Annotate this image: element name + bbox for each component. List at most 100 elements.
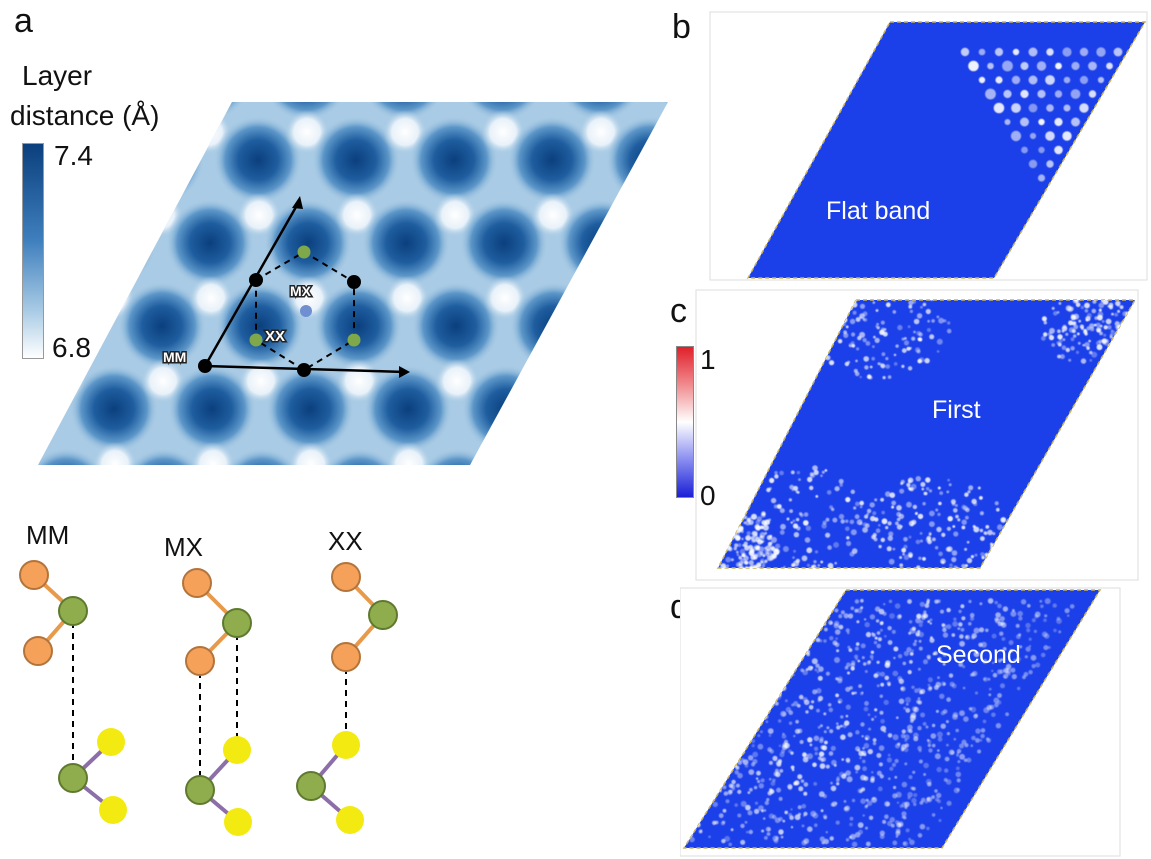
density-dot	[764, 800, 769, 806]
density-dot	[807, 476, 813, 483]
density-dot	[861, 735, 864, 738]
density-dot	[937, 512, 941, 517]
mm-site-marker	[198, 359, 212, 373]
density-dot	[816, 708, 820, 713]
density-dot	[836, 782, 840, 786]
density-dot	[903, 554, 910, 561]
density-dot	[840, 610, 845, 615]
density-dot	[983, 677, 987, 681]
density-dot	[917, 513, 924, 520]
density-dot	[813, 560, 817, 564]
density-dot	[958, 609, 962, 614]
density-dot	[994, 702, 999, 708]
density-dot	[793, 532, 800, 538]
density-dot	[991, 661, 995, 665]
density-dot	[887, 753, 891, 757]
density-dot	[850, 666, 855, 671]
density-dot	[839, 483, 843, 487]
density-dot	[782, 732, 785, 736]
density-dot	[952, 652, 956, 656]
density-dot	[1045, 131, 1055, 141]
density-dot	[791, 488, 794, 492]
density-dot	[1028, 645, 1032, 648]
density-dot	[868, 815, 874, 820]
density-dot	[1017, 610, 1023, 617]
density-dot	[840, 715, 844, 719]
density-dot	[961, 564, 966, 568]
density-dot	[876, 660, 880, 664]
density-dot	[970, 555, 974, 559]
density-dot	[992, 532, 996, 536]
density-dot	[1043, 321, 1047, 325]
density-dot	[819, 763, 826, 769]
density-dot	[866, 800, 873, 806]
density-dot	[955, 728, 959, 733]
density-dot	[1064, 608, 1070, 614]
density-dot	[879, 694, 883, 698]
density-dot	[865, 804, 869, 808]
dark-moire-spot	[460, 199, 548, 287]
density-dot	[980, 641, 987, 648]
density-dot	[920, 482, 926, 487]
density-dot	[958, 662, 964, 667]
density-dot	[874, 337, 880, 343]
density-dot	[956, 751, 960, 755]
density-dot	[908, 304, 913, 309]
density-dot	[881, 352, 886, 357]
density-dot	[964, 547, 968, 551]
density-dot	[757, 779, 761, 784]
density-dot	[882, 611, 887, 616]
density-dot	[774, 471, 778, 475]
density-dot	[837, 339, 843, 344]
density-dot	[886, 757, 892, 763]
density-dot	[892, 734, 899, 741]
density-dot	[735, 535, 741, 541]
density-dot	[1090, 327, 1095, 332]
density-dot	[859, 789, 863, 793]
density-dot	[944, 768, 949, 773]
density-dot	[947, 516, 953, 522]
density-dot	[1107, 325, 1112, 330]
density-dot	[850, 606, 855, 611]
density-dot	[866, 508, 872, 514]
density-dot	[1054, 117, 1063, 127]
density-dot	[1122, 311, 1128, 317]
density-dot	[851, 660, 856, 665]
density-dot	[938, 551, 943, 557]
density-dot	[803, 811, 808, 816]
density-dot	[1111, 312, 1114, 316]
density-dot	[1059, 354, 1065, 360]
density-dot	[915, 539, 921, 545]
density-dot	[852, 310, 857, 315]
density-dot	[873, 335, 876, 339]
density-dot	[1028, 637, 1032, 641]
density-dot	[846, 662, 851, 668]
density-dot	[823, 730, 827, 734]
density-dot	[937, 736, 943, 742]
dark-moire-spot	[314, 282, 402, 370]
density-dot	[884, 814, 889, 819]
density-dot	[915, 617, 921, 624]
density-dot	[963, 716, 969, 722]
density-dot	[825, 671, 830, 676]
density-dot	[898, 698, 905, 705]
density-dot	[899, 488, 905, 494]
density-dot	[1065, 347, 1070, 353]
density-dot	[987, 62, 994, 70]
density-dot	[911, 336, 916, 341]
density-dot	[883, 699, 889, 706]
density-dot	[951, 550, 958, 556]
flat-band-label: Flat band	[826, 197, 930, 225]
layer-distance-colorbar	[22, 143, 44, 359]
density-dot	[868, 375, 873, 380]
density-dot	[1043, 618, 1047, 622]
density-dot	[902, 841, 909, 847]
density-dot	[746, 531, 751, 536]
density-dot	[730, 784, 736, 789]
density-dot	[945, 546, 951, 552]
moire-spots	[38, 102, 668, 465]
density-dot	[1096, 47, 1106, 57]
density-dot	[880, 363, 886, 369]
density-dot	[913, 706, 919, 713]
density-dot	[843, 806, 848, 811]
